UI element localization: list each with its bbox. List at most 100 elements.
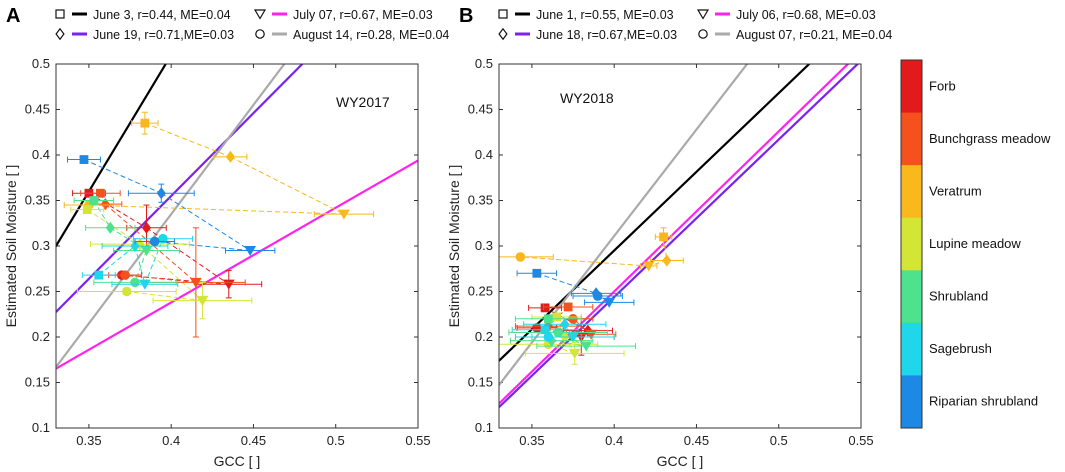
panel-a-content: [56, 64, 418, 370]
y-tick-label: 0.1: [32, 420, 50, 435]
panel-a-year-label: WY2017: [336, 94, 390, 110]
panel-a: A June 3, r=0.44, ME=0.04 July 07, r=0.67…: [3, 5, 449, 469]
legend-entry-text: June 19, r=0.71,ME=0.03: [93, 28, 234, 42]
trajectory-shrubland: [551, 340, 587, 347]
data-point-veratrum-diamond: [662, 254, 672, 267]
data-point-riparian-shrubland-square: [532, 268, 542, 278]
trajectory-veratrum: [88, 204, 344, 215]
data-point-lupine-meadow-square: [552, 312, 561, 322]
colorbar-swatch-bunchgrass-meadow: [901, 112, 922, 166]
colorbar-frame: [900, 59, 923, 429]
fit-line-august-14: [56, 64, 286, 369]
data-point-veratrum-diamond: [225, 150, 235, 163]
legend-marker-circle: [255, 29, 265, 39]
y-tick-label: 0.45: [468, 102, 493, 117]
panel-b-legend: June 1, r=0.55, ME=0.03 July 06, r=0.68, …: [498, 8, 892, 42]
x-tick-label: 0.4: [162, 433, 180, 448]
trajectory-forb: [88, 192, 147, 229]
trajectory-shrubland: [93, 200, 111, 229]
legend-marker-triangle-down: [253, 9, 267, 20]
data-point-forb-square: [540, 303, 550, 313]
data-point-sagebrush-square: [94, 270, 104, 280]
y-tick-label: 0.25: [25, 284, 50, 299]
panel-b-plot-area: [499, 64, 861, 428]
panel-b-ticks: 0.35 0.4 0.45 0.5 0.55 0.1 0.15 0.2 0.25 0.3 0.35 0…: [468, 56, 874, 448]
legend-entry-text: August 14, r=0.28, ME=0.04: [293, 28, 449, 42]
colorbar-label: Sagebrush: [929, 341, 992, 356]
y-tick-label: 0.2: [475, 329, 493, 344]
panel-b-content: [499, 64, 860, 409]
y-tick-label: 0.45: [25, 102, 50, 117]
panel-a-ticks: 0.35 0.4 0.45 0.5 0.55 0.1 0.15 0.2 0.25 0.3 0.35 0…: [25, 56, 431, 448]
fit-line-june-18: [499, 64, 860, 409]
panel-b-letter: B: [459, 5, 473, 27]
data-point-shrubland-square: [89, 196, 99, 205]
legend-entry-text: August 07, r=0.21, ME=0.04: [736, 28, 892, 42]
x-tick-label: 0.5: [327, 433, 345, 448]
trajectory-lupine-meadow: [126, 291, 203, 302]
trajectory-shrubland: [134, 250, 147, 283]
colorbar-label: Riparian shrubland: [929, 394, 1038, 409]
y-tick-label: 0.4: [475, 147, 493, 162]
x-tick-label: 0.55: [405, 433, 430, 448]
legend-marker-square: [55, 9, 65, 19]
data-point-bunchgrass-meadow-square: [96, 188, 105, 198]
y-tick-label: 0.2: [32, 329, 50, 344]
panel-b-year-label: WY2018: [560, 90, 614, 106]
data-point-riparian-shrubland-circle: [149, 236, 160, 247]
fit-line-july-06: [499, 64, 850, 406]
data-point-riparian-shrubland-triangle-down: [244, 245, 257, 257]
legend-marker-square: [498, 9, 508, 19]
panel-a-ylabel: Estimated Soil Moisture [ ]: [3, 165, 19, 328]
data-point-lupine-meadow-square: [82, 205, 92, 215]
data-point-veratrum-circle: [515, 252, 526, 262]
trajectory-lupine-meadow: [139, 243, 203, 301]
colorbar-swatch-veratrum: [901, 165, 922, 219]
y-tick-label: 0.15: [25, 375, 50, 390]
y-tick-label: 0.4: [32, 147, 50, 162]
y-tick-label: 0.3: [475, 238, 493, 253]
data-point-veratrum-square: [659, 232, 668, 242]
x-tick-label: 0.35: [519, 433, 544, 448]
y-tick-label: 0.35: [468, 193, 493, 208]
data-point-bunchgrass-meadow-square: [563, 302, 573, 312]
panel-b-ylabel: Estimated Soil Moisture [ ]: [446, 165, 462, 328]
fit-line-june-1: [499, 64, 811, 363]
data-point-bunchgrass-meadow-triangle-down: [189, 277, 202, 288]
x-tick-label: 0.55: [848, 433, 873, 448]
x-tick-label: 0.45: [684, 433, 709, 448]
data-point-sagebrush-diamond: [130, 239, 140, 253]
data-point-riparian-shrubland-diamond: [156, 187, 166, 200]
data-point-shrubland-triangle-down: [580, 341, 593, 352]
trajectory-riparian-shrubland: [83, 159, 162, 194]
trajectory-riparian-shrubland: [161, 192, 251, 251]
data-point-riparian-shrubland-triangle-down: [603, 297, 616, 308]
data-point-veratrum-triangle-down: [642, 261, 655, 272]
data-point-forb-circle: [532, 323, 542, 333]
legend-entry-text: June 3, r=0.44, ME=0.04: [93, 8, 231, 22]
colorbar-swatch-lupine-meadow: [901, 217, 922, 271]
y-tick-label: 0.5: [32, 56, 50, 71]
panel-a-xlabel: GCC [ ]: [214, 453, 261, 469]
trajectory-riparian-shrubland: [536, 272, 597, 294]
colorbar-label: Lupine meadow: [929, 236, 1021, 251]
panel-b-xlabel: GCC [ ]: [657, 453, 704, 469]
trajectory-veratrum: [520, 256, 649, 267]
x-tick-label: 0.35: [76, 433, 101, 448]
colorbar-label: Veratrum: [929, 183, 982, 198]
y-tick-label: 0.5: [475, 56, 493, 71]
colorbar-swatch-riparian-shrubland: [901, 375, 922, 429]
legend-entry-text: June 1, r=0.55, ME=0.03: [536, 8, 674, 22]
trajectory-veratrum: [230, 156, 345, 215]
colorbar-label: Shrubland: [929, 289, 988, 304]
legend-marker-diamond: [55, 27, 65, 41]
fit-line-june-3: [56, 64, 167, 249]
y-tick-label: 0.1: [475, 420, 493, 435]
trajectory-veratrum: [144, 122, 231, 158]
data-point-riparian-shrubland-circle: [592, 291, 603, 301]
panel-a-legend: June 3, r=0.44, ME=0.04 July 07, r=0.67, …: [55, 8, 449, 42]
data-point-forb-diamond: [141, 221, 152, 234]
fit-line-july-07: [56, 159, 418, 370]
legend-marker-circle: [698, 29, 708, 39]
colorbar-swatch-shrubland: [901, 270, 922, 324]
